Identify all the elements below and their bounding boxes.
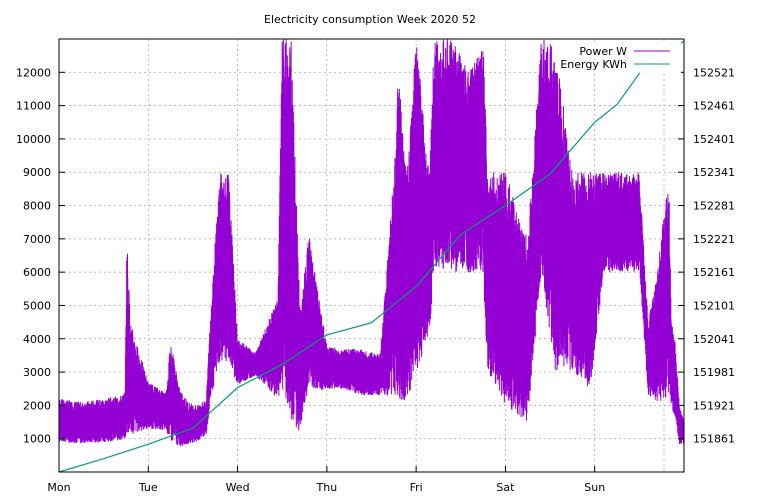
plot-frame <box>58 38 685 473</box>
y2-tick-label: 152521 <box>693 66 735 79</box>
x-tick-label: Wed <box>226 481 250 494</box>
y2-tick-label: 152341 <box>693 166 735 179</box>
y-tick-label: 1000 <box>23 433 51 446</box>
y-tick-label: 7000 <box>23 233 51 246</box>
x-tick-label: Tue <box>138 481 158 494</box>
axes-ticks: 1000 2000 3000 4000 5000 6000 7000 8000 9000 1000… <box>16 66 735 494</box>
plot-area <box>59 39 684 472</box>
y2-tick-label: 152041 <box>693 333 735 346</box>
y-tick-label: 3000 <box>23 366 51 379</box>
y2-tick-label: 152161 <box>693 266 735 279</box>
y2-tick-label: 152101 <box>693 299 735 312</box>
y-tick-label: 4000 <box>23 333 51 346</box>
y-tick-label: 9000 <box>23 166 51 179</box>
power-series <box>59 39 684 447</box>
y2-tick-label: 151861 <box>693 433 735 446</box>
legend-energy-label: Energy KWh <box>560 58 627 71</box>
y2-tick-label: 151981 <box>693 366 735 379</box>
chart-title: Electricity consumption Week 2020 52 <box>264 13 476 26</box>
energy-series <box>59 40 684 472</box>
y-tick-label: 12000 <box>16 66 51 79</box>
energy-line <box>59 40 684 472</box>
legend-power-label: Power W <box>579 45 627 58</box>
y-tick-label: 2000 <box>23 399 51 412</box>
x-tick-label: Fri <box>410 481 423 494</box>
legend: Power W Energy KWh <box>555 42 681 73</box>
y-tick-label: 11000 <box>16 100 51 113</box>
y2-tick-label: 151921 <box>693 399 735 412</box>
x-tick-label: Mon <box>47 481 70 494</box>
y-tick-label: 5000 <box>23 299 51 312</box>
y2-tick-label: 152221 <box>693 233 735 246</box>
x-tick-label: Sat <box>496 481 515 494</box>
y2-tick-label: 152461 <box>693 100 735 113</box>
y2-tick-label: 152281 <box>693 200 735 213</box>
y2-tick-label: 152401 <box>693 133 735 146</box>
x-tick-label: Thu <box>316 481 338 494</box>
y-tick-label: 6000 <box>23 266 51 279</box>
x-tick-label: Sun <box>584 481 605 494</box>
power-trace <box>59 39 684 447</box>
y-tick-label: 8000 <box>23 200 51 213</box>
y-tick-label: 10000 <box>16 133 51 146</box>
legend-background <box>555 42 681 73</box>
